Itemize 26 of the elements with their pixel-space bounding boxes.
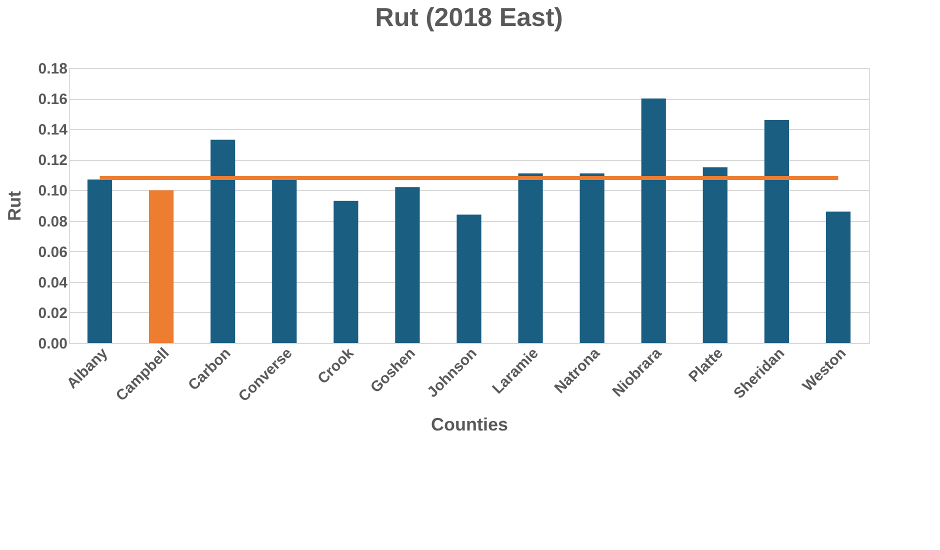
y-tick-label: 0.18 — [38, 60, 68, 78]
y-tick-label: 0.16 — [38, 91, 68, 108]
y-tick-label: 0.06 — [38, 244, 68, 261]
bar — [395, 187, 420, 343]
y-tick-label: 0.10 — [38, 182, 68, 200]
bar — [334, 200, 358, 343]
y-axis-title: Rut — [4, 191, 24, 221]
y-tick-label: 0.14 — [38, 122, 68, 139]
bar — [518, 173, 543, 343]
bar — [149, 190, 174, 343]
y-tick-label: 0.00 — [38, 336, 68, 352]
x-axis-title: Counties — [430, 414, 508, 434]
bar — [826, 212, 851, 343]
bar — [210, 140, 236, 343]
y-tick-label: 0.12 — [38, 152, 68, 170]
bar — [702, 167, 728, 343]
bar — [580, 173, 604, 343]
bar — [87, 180, 112, 343]
bar — [456, 214, 482, 343]
y-tick-label: 0.08 — [38, 213, 68, 230]
bar — [272, 178, 297, 343]
y-tick-label: 0.02 — [38, 304, 68, 322]
bar — [764, 120, 789, 343]
chart-title: Rut (2018 East) — [375, 2, 563, 32]
bar — [641, 98, 666, 343]
y-tick-label: 0.04 — [38, 274, 68, 292]
